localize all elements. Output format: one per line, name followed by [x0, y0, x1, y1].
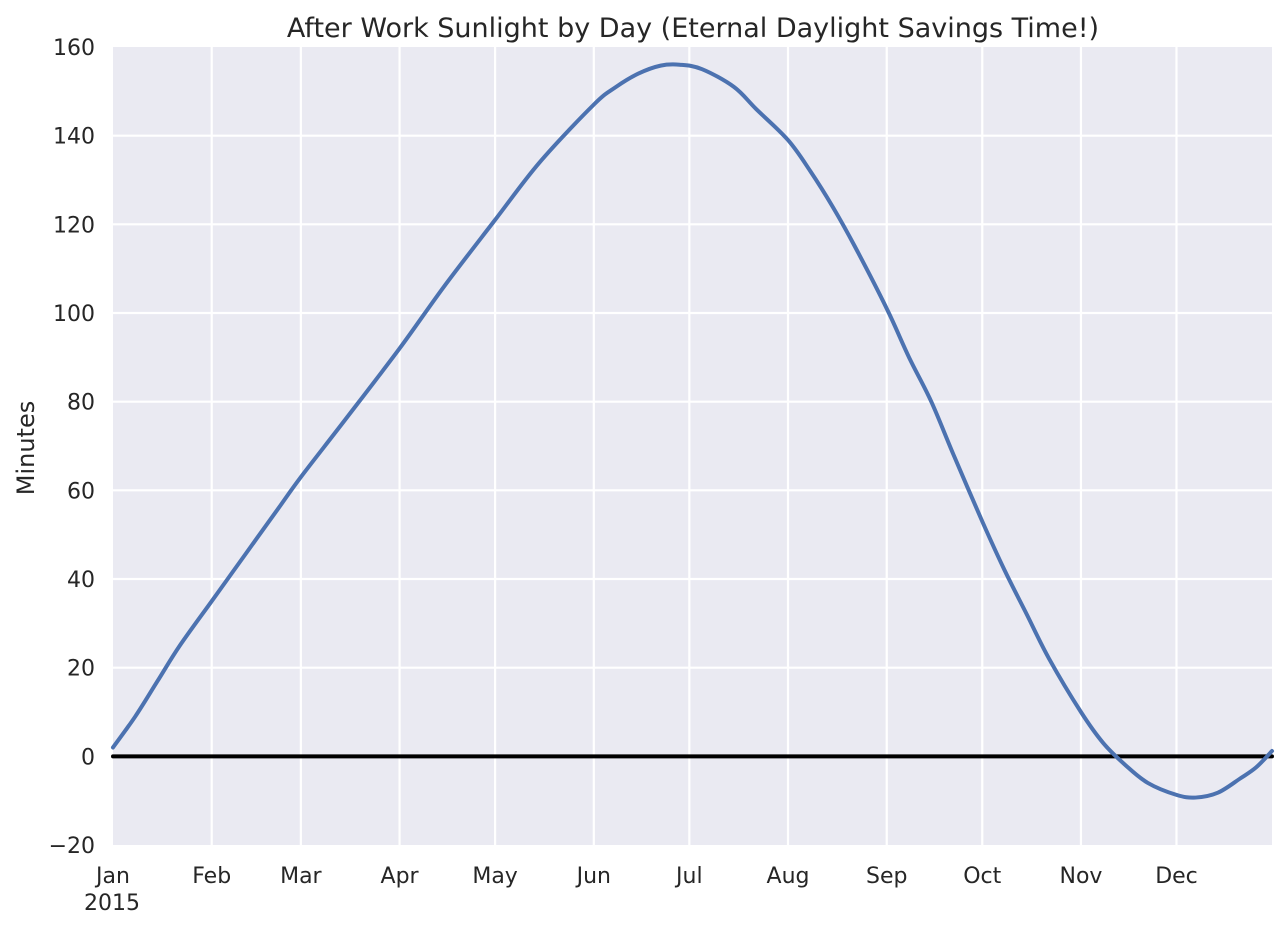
y-tick-label: 60 [67, 479, 95, 504]
x-year-label: 2015 [84, 891, 140, 916]
x-tick-label: Apr [381, 864, 420, 889]
y-tick-label: 20 [67, 657, 95, 682]
x-tick-labels: Jan Feb Mar Apr May Jun Jul Aug Sep Oct Nov Dec [94, 864, 1198, 889]
y-tick-label: 40 [67, 568, 95, 593]
x-tick-label: Feb [192, 864, 231, 889]
x-tick-label: Jul [674, 864, 703, 889]
y-tick-label: 0 [81, 745, 95, 770]
y-tick-label: 100 [53, 302, 95, 327]
series-layer [111, 62, 1274, 800]
y-axis-label: Minutes [12, 401, 40, 495]
x-tick-label: May [472, 864, 517, 889]
x-tick-label: Aug [767, 864, 810, 889]
y-tick-label: 120 [53, 213, 95, 238]
x-tick-label: Jan [94, 864, 130, 889]
x-tick-label: Nov [1059, 864, 1102, 889]
y-tick-labels: −20 0 20 40 60 80 100 120 140 160 [49, 36, 95, 859]
x-tick-label: Jun [575, 864, 611, 889]
chart-title: After Work Sunlight by Day (Eternal Dayl… [287, 13, 1099, 44]
y-tick-label: 140 [53, 125, 95, 150]
y-tick-label: 80 [67, 391, 95, 416]
x-tick-label: Oct [963, 864, 1001, 889]
x-tick-label: Dec [1155, 864, 1198, 889]
series-line-sunlight [111, 62, 1274, 800]
y-tick-label: 160 [53, 36, 95, 61]
y-tick-label: −20 [49, 834, 95, 859]
x-tick-label: Sep [866, 864, 907, 889]
plot-background [113, 47, 1272, 845]
x-tick-label: Mar [280, 864, 322, 889]
